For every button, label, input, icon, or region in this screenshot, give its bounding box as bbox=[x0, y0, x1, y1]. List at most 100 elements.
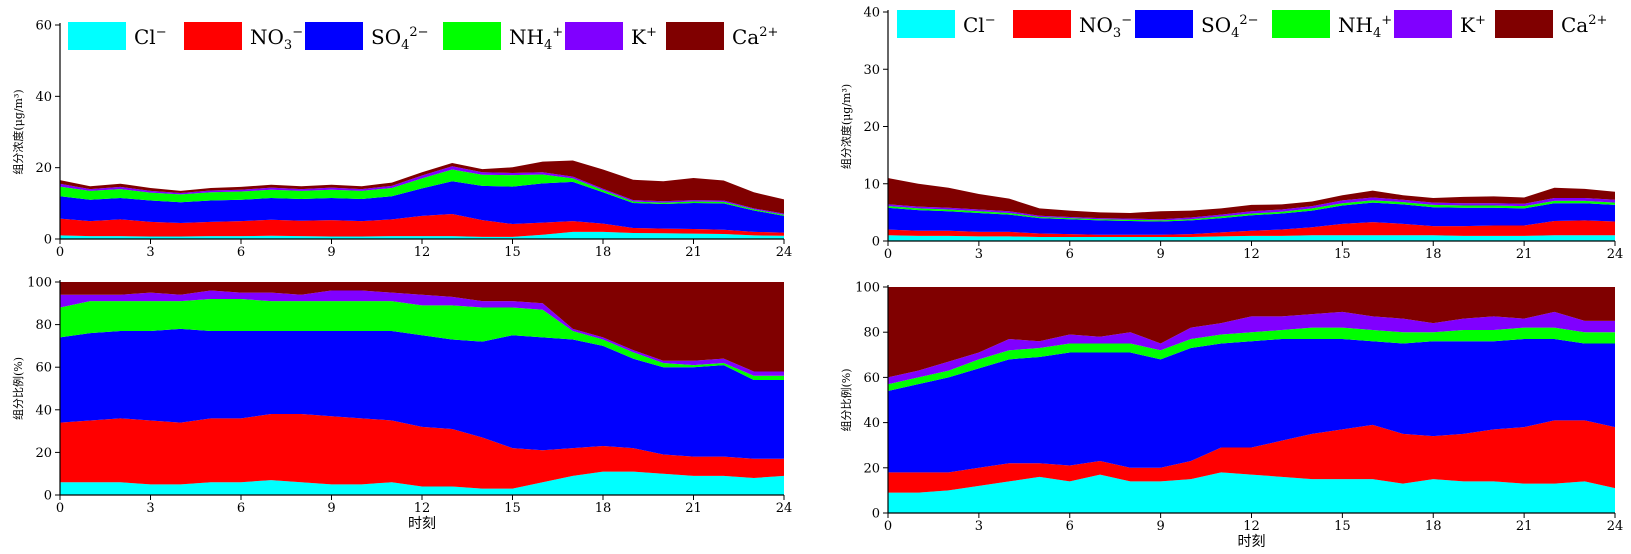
right-concentration-ytick-label: 30 bbox=[863, 63, 880, 78]
right-proportion-ytick-label: 20 bbox=[863, 461, 880, 476]
right-proportion-area-1 bbox=[888, 420, 1615, 493]
left-proportion-area-5 bbox=[60, 282, 784, 372]
right-concentration-xtick-label: 15 bbox=[1334, 247, 1351, 262]
right-concentration-ylabel: 组分浓度(μg/m³) bbox=[839, 84, 853, 169]
left-concentration-area-5 bbox=[60, 160, 784, 214]
right-proportion-xtick-label: 3 bbox=[975, 519, 983, 534]
right-proportion-xtick-label: 6 bbox=[1066, 519, 1074, 534]
right-concentration-chart: 0 3 6 9 12 15 18 21 24 0 10 20 30 40 组分浓度(μg/m³) Cl− NO3… bbox=[839, 6, 1623, 263]
legend-label-0: Cl− bbox=[963, 13, 996, 37]
right-concentration-xtick-label: 12 bbox=[1243, 247, 1260, 262]
right-proportion-xtick-label: 24 bbox=[1607, 519, 1624, 534]
right-concentration-area-1 bbox=[888, 220, 1615, 237]
left-proportion-xtick-label: 9 bbox=[327, 501, 335, 516]
legend-swatch-5 bbox=[666, 22, 724, 50]
legend-swatch-2 bbox=[1135, 10, 1193, 38]
right-proportion-xtick-label: 9 bbox=[1156, 519, 1164, 534]
right-concentration-area-3 bbox=[888, 200, 1615, 222]
left-concentration-area-2 bbox=[60, 181, 784, 233]
right-concentration-area-0 bbox=[888, 235, 1615, 241]
legend-label-0: Cl− bbox=[134, 25, 167, 49]
left-proportion-area-0 bbox=[60, 471, 784, 495]
left-proportion-xlabel: 时刻 bbox=[408, 516, 436, 532]
legend-label-5: Ca2+ bbox=[732, 25, 778, 49]
right-concentration-xtick-label: 6 bbox=[1066, 247, 1074, 262]
legend-swatch-1 bbox=[1013, 10, 1071, 38]
left-proportion-ytick-label: 80 bbox=[35, 318, 52, 333]
legend-label-1: NO3− bbox=[250, 25, 303, 53]
right-concentration-xtick-label: 0 bbox=[884, 247, 892, 262]
right-proportion-area-0 bbox=[888, 472, 1615, 513]
legend-swatch-5 bbox=[1495, 10, 1553, 38]
left-concentration-ytick-label: 60 bbox=[35, 19, 52, 34]
left-proportion-xtick-label: 6 bbox=[237, 501, 245, 516]
left-proportion-area-4 bbox=[60, 290, 784, 376]
right-proportion-ytick-label: 40 bbox=[863, 416, 880, 431]
left-concentration-ytick-label: 20 bbox=[35, 161, 52, 176]
right-concentration-area-2 bbox=[888, 202, 1615, 235]
right-concentration-xtick-label: 3 bbox=[975, 247, 983, 262]
legend-label-2: SO42− bbox=[371, 25, 429, 53]
right-concentration-ytick-label: 10 bbox=[863, 177, 880, 192]
legend-swatch-3 bbox=[443, 22, 501, 50]
legend-label-5: Ca2+ bbox=[1561, 13, 1607, 37]
right-concentration-ytick-label: 0 bbox=[872, 235, 880, 250]
left-concentration-ytick-label: 0 bbox=[44, 233, 52, 248]
right-proportion-xlabel: 时刻 bbox=[1238, 534, 1266, 550]
left-concentration-xtick-label: 9 bbox=[327, 245, 335, 260]
left-proportion-xtick-label: 24 bbox=[776, 501, 793, 516]
left-concentration-xtick-label: 21 bbox=[685, 245, 702, 260]
right-proportion-ytick-label: 0 bbox=[872, 507, 880, 522]
legend-label-3: NH4+ bbox=[509, 25, 563, 53]
right-concentration-legend: Cl− NO3− SO42− NH4+ K+ Ca2+ bbox=[897, 10, 1607, 41]
left-proportion-xtick-label: 18 bbox=[595, 501, 612, 516]
right-proportion-ylabel: 组分比例(%) bbox=[839, 368, 853, 431]
left-proportion-xtick-label: 15 bbox=[504, 501, 521, 516]
left-proportion-area-2 bbox=[60, 328, 784, 459]
right-proportion-chart: 0 3 6 9 12 15 18 21 24 0 20 40 60 80 100 组分比例(%) 时刻 bbox=[839, 281, 1623, 551]
left-concentration-area-0 bbox=[60, 231, 784, 239]
left-concentration-area-4 bbox=[60, 166, 784, 215]
left-concentration-ylabel: 组分浓度(μg/m³) bbox=[11, 89, 25, 174]
left-concentration-xtick-label: 6 bbox=[237, 245, 245, 260]
left-proportion-ylabel: 组分比例(%) bbox=[11, 357, 25, 420]
left-concentration-chart: 0 3 6 9 12 15 18 21 24 0 20 40 60 组分浓度(μg/m³) Cl− NO3− S… bbox=[11, 19, 792, 261]
left-proportion-area-3 bbox=[60, 299, 784, 380]
legend-swatch-1 bbox=[184, 22, 242, 50]
right-proportion-xtick-label: 18 bbox=[1425, 519, 1442, 534]
left-concentration-xtick-label: 18 bbox=[595, 245, 612, 260]
left-concentration-xtick-label: 15 bbox=[504, 245, 521, 260]
left-concentration-xtick-label: 24 bbox=[776, 245, 793, 260]
legend-swatch-0 bbox=[897, 10, 955, 38]
left-concentration-xtick-label: 12 bbox=[414, 245, 431, 260]
right-concentration-ytick-label: 40 bbox=[863, 6, 880, 21]
left-concentration-area-1 bbox=[60, 214, 784, 237]
right-proportion-ytick-label: 80 bbox=[863, 326, 880, 341]
left-proportion-area-1 bbox=[60, 414, 784, 489]
left-proportion-ytick-label: 20 bbox=[35, 446, 52, 461]
right-concentration-xtick-label: 18 bbox=[1425, 247, 1442, 262]
right-concentration-xtick-label: 21 bbox=[1516, 247, 1533, 262]
legend-swatch-2 bbox=[305, 22, 363, 50]
right-proportion-xtick-label: 15 bbox=[1334, 519, 1351, 534]
right-proportion-xtick-label: 0 bbox=[884, 519, 892, 534]
legend-swatch-0 bbox=[68, 22, 126, 50]
left-proportion-ytick-label: 40 bbox=[35, 403, 52, 418]
left-concentration-ytick-label: 40 bbox=[35, 90, 52, 105]
left-proportion-xtick-label: 3 bbox=[146, 501, 154, 516]
left-concentration-xtick-label: 0 bbox=[56, 245, 64, 260]
right-concentration-area-5 bbox=[888, 178, 1615, 220]
right-proportion-xtick-label: 21 bbox=[1516, 519, 1533, 534]
left-proportion-ytick-label: 100 bbox=[27, 276, 52, 291]
legend-label-1: NO3− bbox=[1079, 13, 1132, 41]
right-proportion-ytick-label: 60 bbox=[863, 371, 880, 386]
right-concentration-xtick-label: 9 bbox=[1156, 247, 1164, 262]
left-proportion-chart: 0 3 6 9 12 15 18 21 24 0 20 40 60 80 100 组分比例(%) 时刻 bbox=[11, 276, 792, 533]
right-concentration-area-4 bbox=[888, 197, 1615, 221]
right-proportion-xtick-label: 12 bbox=[1243, 519, 1260, 534]
right-concentration-ytick-label: 20 bbox=[863, 120, 880, 135]
left-proportion-ytick-label: 0 bbox=[44, 489, 52, 504]
legend-label-4: K+ bbox=[1460, 13, 1486, 37]
legend-label-3: NH4+ bbox=[1338, 13, 1392, 41]
